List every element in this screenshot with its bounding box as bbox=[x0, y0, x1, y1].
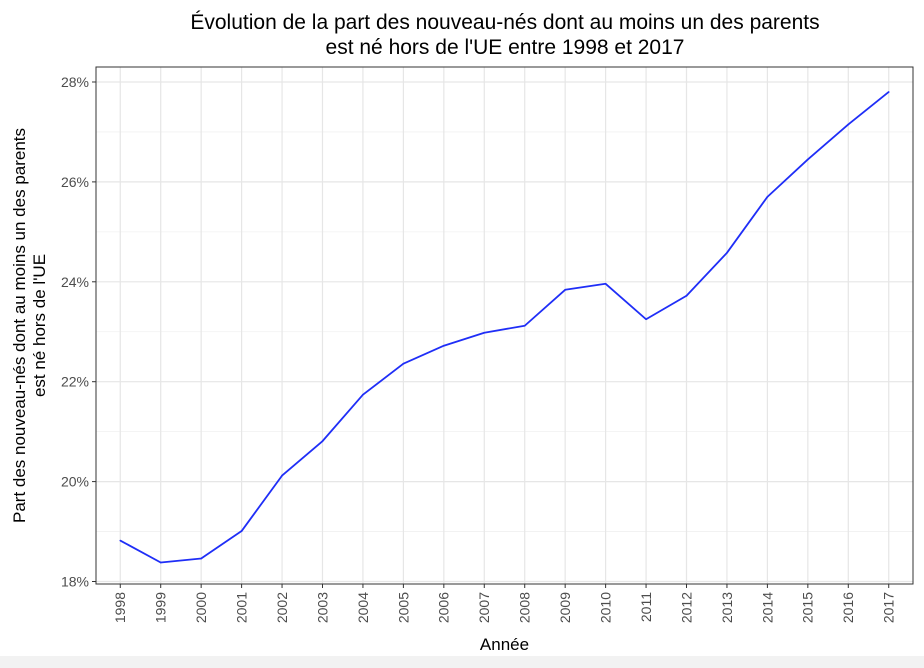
data-point bbox=[240, 530, 243, 532]
x-tick-label: 2009 bbox=[557, 592, 573, 623]
x-tick-label: 2011 bbox=[638, 592, 654, 622]
data-point bbox=[564, 288, 566, 291]
y-tick-label: 18% bbox=[61, 574, 89, 590]
data-point bbox=[645, 318, 647, 321]
x-tick-label: 2010 bbox=[598, 592, 614, 623]
x-tick-label: 2001 bbox=[234, 592, 250, 623]
x-tick-label: 2008 bbox=[517, 592, 533, 623]
data-point bbox=[281, 474, 283, 477]
data-point bbox=[119, 539, 122, 542]
x-tick-label: 2003 bbox=[314, 592, 330, 623]
x-tick-label: 2002 bbox=[274, 592, 290, 623]
bottom-strip bbox=[0, 656, 924, 668]
data-point bbox=[685, 294, 688, 297]
x-tick-label: 2007 bbox=[476, 592, 492, 623]
data-point bbox=[200, 557, 202, 560]
y-axis-label-line: est né hors de l'UE bbox=[30, 254, 49, 397]
y-tick-label: 26% bbox=[61, 174, 89, 190]
data-point bbox=[766, 196, 769, 198]
y-tick-label: 22% bbox=[61, 374, 89, 390]
y-axis-label-line: Part des nouveau-nés dont au moins un de… bbox=[10, 128, 29, 523]
x-tick-label: 1999 bbox=[153, 592, 169, 623]
data-point bbox=[483, 331, 486, 334]
data-point bbox=[159, 561, 162, 564]
y-axis-label: Part des nouveau-nés dont au moins un de… bbox=[10, 128, 49, 523]
data-point bbox=[807, 158, 809, 161]
data-point bbox=[887, 91, 890, 93]
y-tick-label: 28% bbox=[61, 74, 89, 90]
data-point bbox=[402, 362, 405, 365]
data-point bbox=[604, 282, 607, 285]
data-point bbox=[726, 252, 728, 254]
chart-title-line: Évolution de la part des nouveau-nés don… bbox=[190, 11, 819, 34]
chart-title: Évolution de la part des nouveau-nés don… bbox=[190, 11, 819, 59]
x-tick-label: 2014 bbox=[759, 592, 775, 623]
x-tick-label: 1998 bbox=[112, 592, 128, 623]
x-tick-label: 2015 bbox=[800, 592, 816, 623]
series-line bbox=[119, 91, 890, 564]
y-tick-label: 20% bbox=[61, 474, 89, 490]
x-tick-label: 2005 bbox=[395, 592, 411, 623]
x-tick-label: 2013 bbox=[719, 592, 735, 623]
y-tick-label: 24% bbox=[61, 274, 89, 290]
x-axis-label: Année bbox=[480, 635, 529, 654]
data-point bbox=[523, 324, 526, 327]
x-tick-label: 2004 bbox=[355, 592, 371, 623]
x-tick-label: 2017 bbox=[881, 592, 897, 623]
x-tick-label: 2012 bbox=[678, 592, 694, 623]
data-point bbox=[321, 440, 324, 442]
chart-title-line: est né hors de l'UE entre 1998 et 2017 bbox=[326, 36, 685, 59]
x-tick-label: 2006 bbox=[436, 592, 452, 623]
data-point bbox=[362, 393, 364, 396]
x-tick-label: 2000 bbox=[193, 592, 209, 623]
plot-panel-border bbox=[95, 66, 914, 585]
plot-background bbox=[96, 67, 913, 584]
x-tick-label: 2016 bbox=[840, 592, 856, 623]
data-point bbox=[443, 344, 445, 347]
data-point bbox=[847, 123, 850, 126]
